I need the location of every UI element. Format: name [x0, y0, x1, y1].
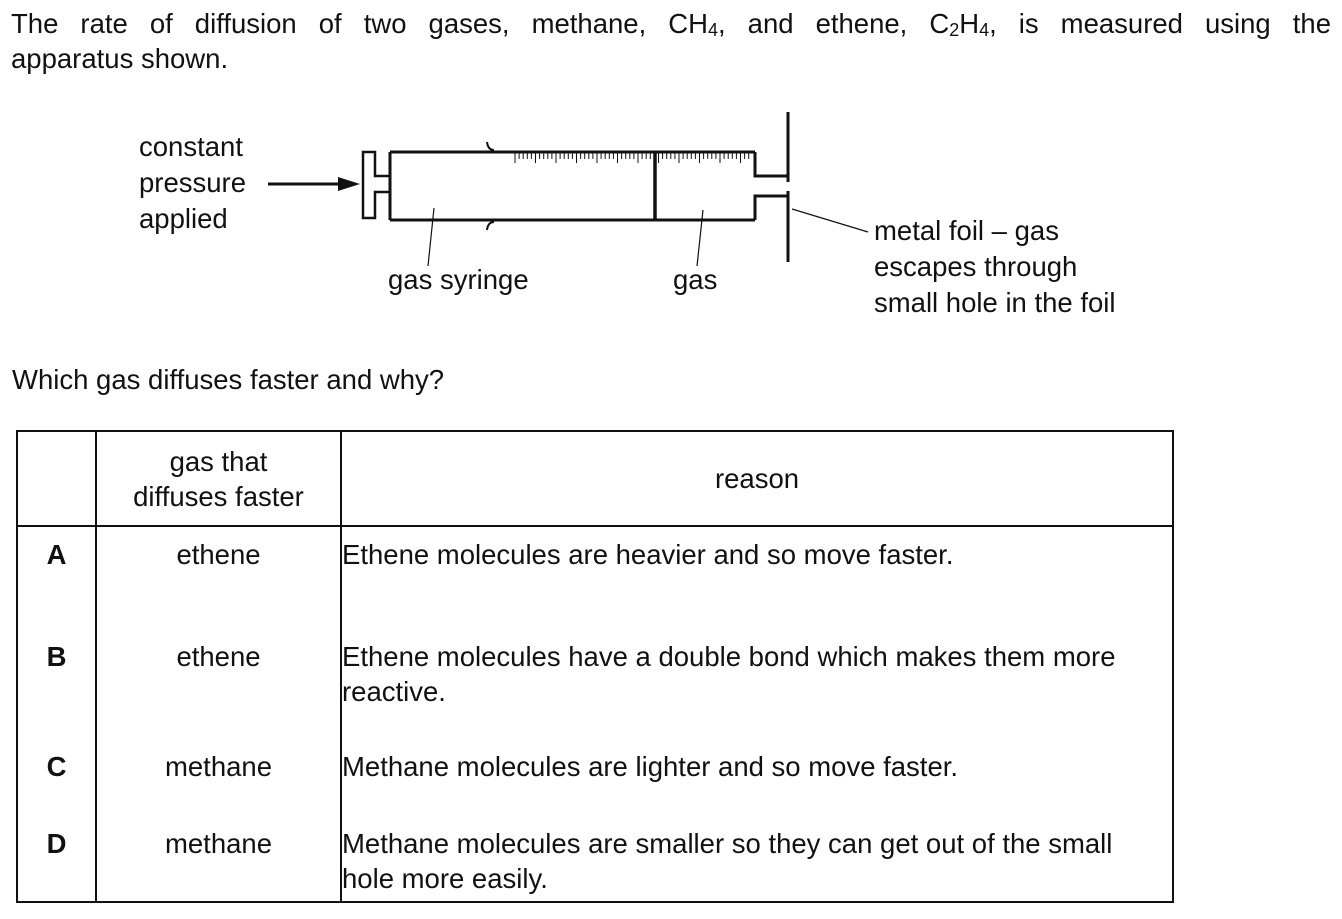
- option-letter: B: [16, 622, 97, 730]
- option-gas: ethene: [95, 526, 342, 622]
- answer-options-table: gas that diffuses faster reason A ethene…: [16, 430, 1174, 903]
- label-constant-pressure: constant pressure applied: [139, 129, 246, 237]
- subscript: 4: [707, 20, 718, 40]
- option-reason: Ethene molecules have a double bond whic…: [340, 622, 1174, 730]
- syringe-nozzle-top: [753, 152, 787, 178]
- label-gas-syringe: gas syringe: [388, 264, 529, 295]
- intro-text-part: The rate of diffusion of two gases, meth…: [11, 8, 708, 39]
- label-line: small hole in the foil: [874, 287, 1116, 318]
- option-reason: Methane molecules are smaller so they ca…: [340, 807, 1174, 903]
- syringe-scale: [514, 153, 750, 163]
- syringe-nozzle-bottom: [753, 194, 787, 220]
- question-text: Which gas diffuses faster and why?: [12, 364, 445, 395]
- option-row-d[interactable]: D methane Methane molecules are smaller …: [16, 807, 1174, 903]
- option-gas: ethene: [95, 622, 342, 730]
- option-reason: Methane molecules are lighter and so mov…: [340, 730, 1174, 807]
- option-gas: methane: [95, 807, 342, 903]
- header-gas-line: gas that: [169, 445, 268, 477]
- option-letter: A: [16, 526, 97, 622]
- label-line: applied: [139, 203, 228, 234]
- label-line: constant: [139, 131, 243, 162]
- leader-foil: [791, 208, 869, 233]
- plunger-handle: [361, 150, 392, 220]
- header-reason: reason: [340, 430, 1174, 527]
- option-row-c[interactable]: C methane Methane molecules are lighter …: [16, 730, 1174, 807]
- intro-line-2: apparatus shown.: [11, 43, 229, 74]
- subscript: 2: [949, 20, 960, 40]
- apparatus-diagram: constant pressure applied gas syringe ga…: [0, 100, 1342, 330]
- pressure-arrow-head: [338, 177, 360, 191]
- leader-syringe: [427, 207, 435, 267]
- table-header-row: gas that diffuses faster reason: [16, 430, 1174, 527]
- intro-text: The rate of diffusion of two gases, meth…: [11, 6, 1331, 76]
- option-reason: Ethene molecules are heavier and so move…: [340, 526, 1174, 622]
- intro-line-1: The rate of diffusion of two gases, meth…: [11, 6, 1331, 41]
- intro-text-part: H: [959, 8, 980, 39]
- label-metal-foil: metal foil – gas escapes through small h…: [874, 213, 1116, 321]
- option-gas: methane: [95, 730, 342, 807]
- option-letter: D: [16, 807, 97, 903]
- label-gas: gas: [673, 264, 718, 295]
- intro-text-part: , and ethene, C: [718, 8, 950, 39]
- header-gas: gas that diffuses faster: [95, 430, 342, 527]
- intro-text-part: , is measured using the: [989, 8, 1331, 39]
- header-letter: [16, 430, 97, 527]
- subscript: 4: [979, 20, 990, 40]
- label-line: escapes through: [874, 251, 1078, 282]
- option-row-b[interactable]: B ethene Ethene molecules have a double …: [16, 622, 1174, 730]
- label-line: metal foil – gas: [874, 215, 1059, 246]
- option-letter: C: [16, 730, 97, 807]
- syringe-drawing: [268, 112, 869, 267]
- header-gas-line: diffuses faster: [133, 480, 304, 512]
- label-line: pressure: [139, 167, 246, 198]
- leader-gas: [696, 209, 704, 267]
- option-row-a[interactable]: A ethene Ethene molecules are heavier an…: [16, 526, 1174, 622]
